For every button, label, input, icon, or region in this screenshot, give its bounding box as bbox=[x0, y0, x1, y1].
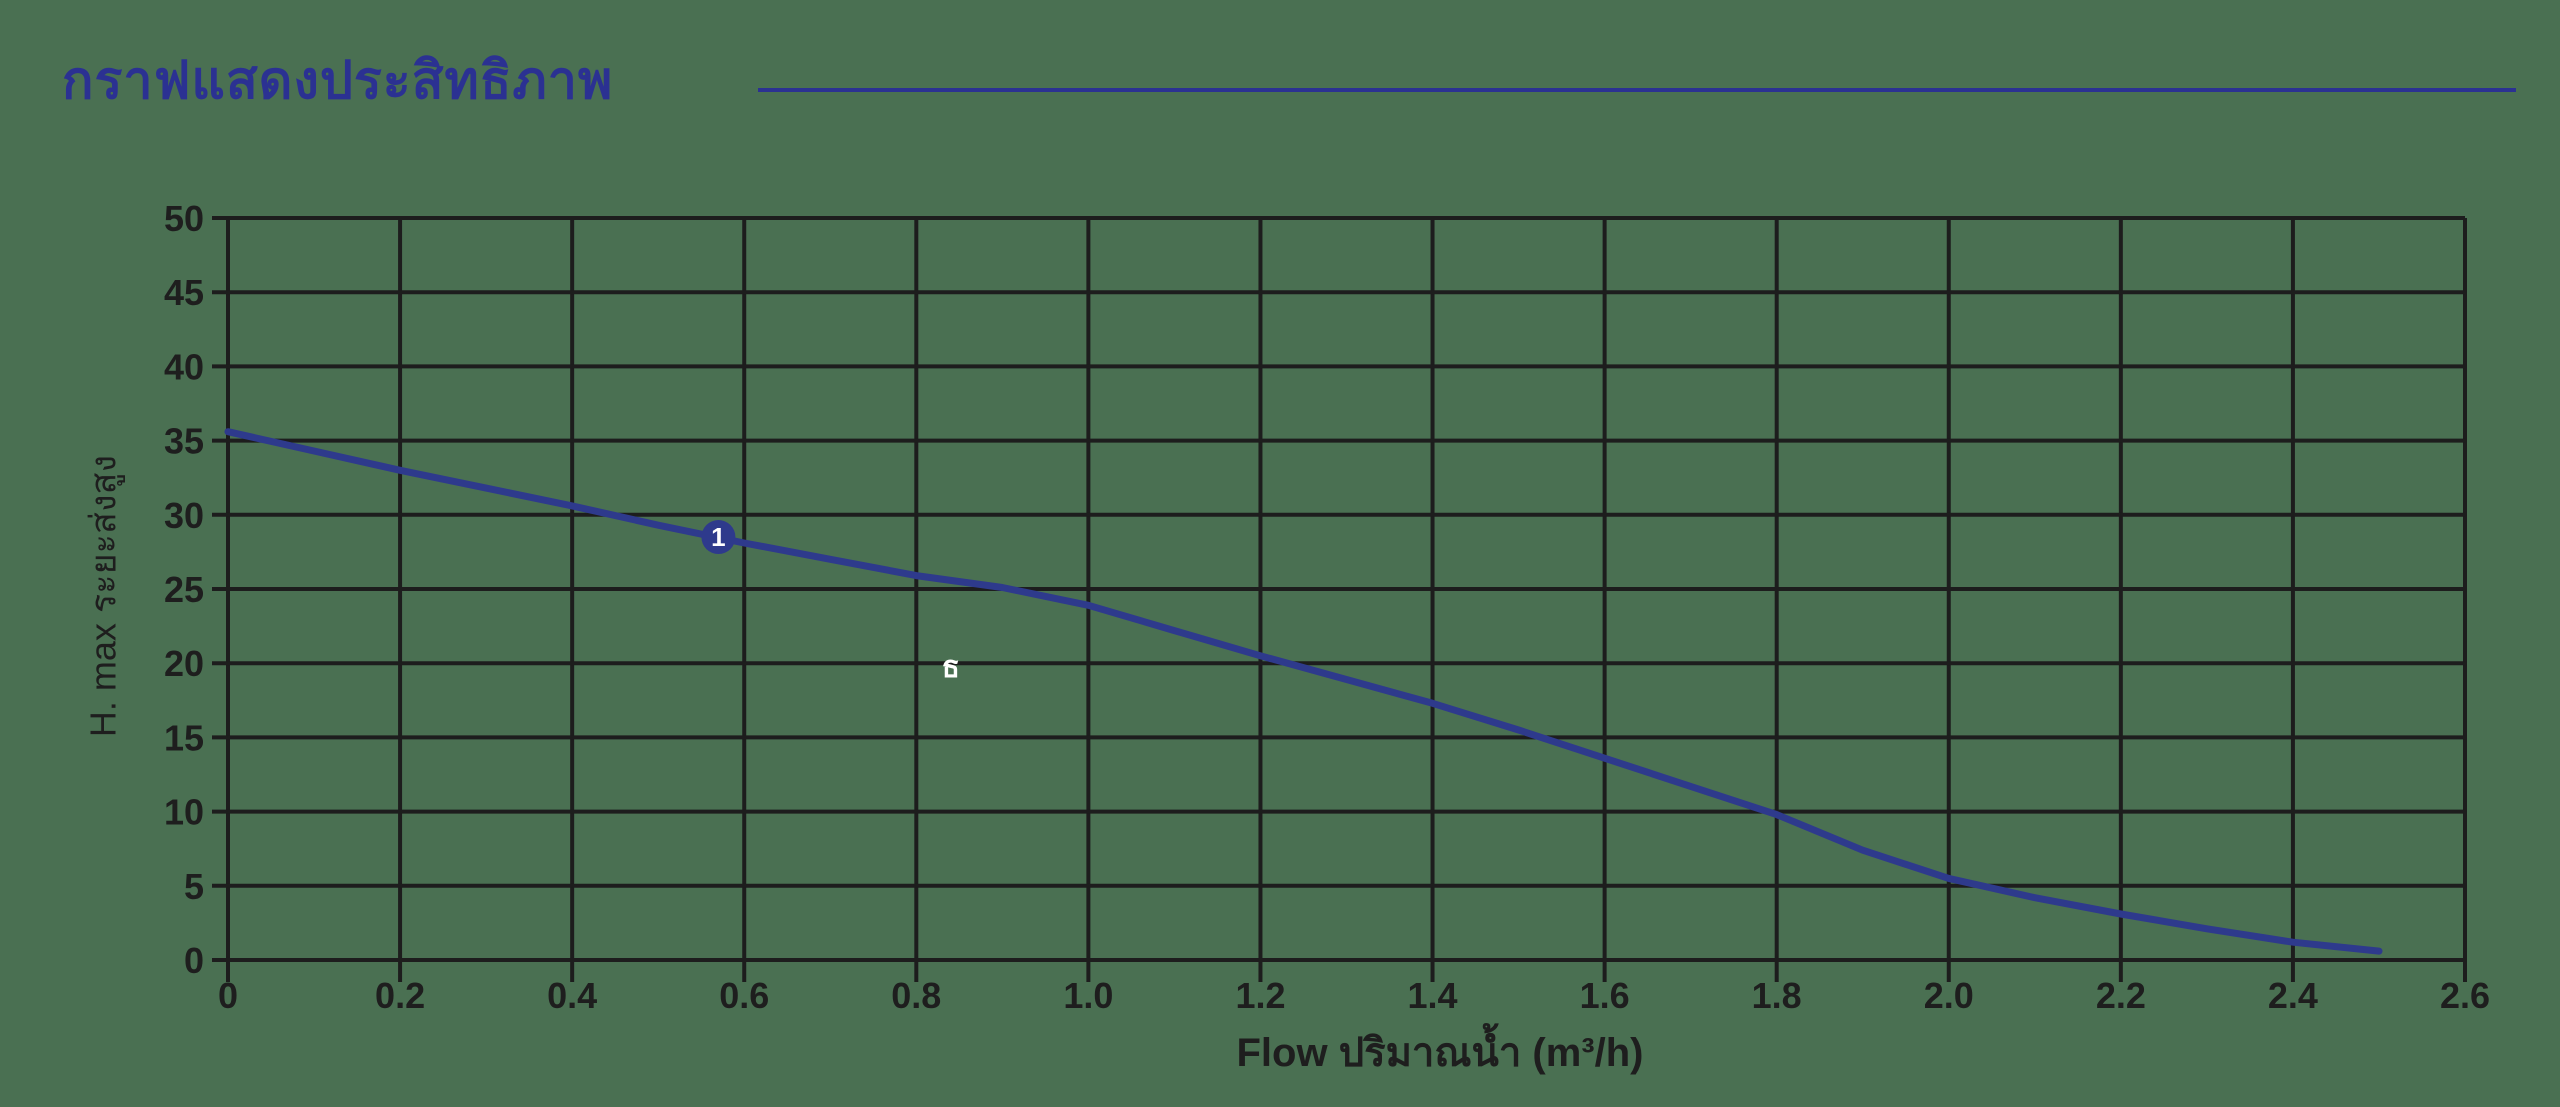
white-annotation-glyph: ธ bbox=[942, 651, 960, 684]
y-tick-label: 30 bbox=[164, 495, 204, 536]
y-tick-label: 40 bbox=[164, 346, 204, 387]
y-axis-title: H. max ระยะส่งสูง bbox=[82, 454, 124, 738]
y-tick-label: 45 bbox=[164, 272, 204, 313]
y-tick-label: 15 bbox=[164, 717, 204, 758]
x-tick-label: 1.4 bbox=[1408, 975, 1458, 1016]
curve-point-marker-label: 1 bbox=[711, 522, 725, 552]
curve-point-marker bbox=[701, 520, 736, 555]
y-tick-label: 25 bbox=[164, 569, 204, 610]
y-tick-label: 50 bbox=[164, 198, 204, 239]
x-tick-label: 2.2 bbox=[2096, 975, 2146, 1016]
x-tick-label: 2.0 bbox=[1924, 975, 1974, 1016]
x-tick-label: 0.8 bbox=[891, 975, 941, 1016]
x-tick-label: 1.2 bbox=[1235, 975, 1285, 1016]
y-tick-label: 10 bbox=[164, 792, 204, 833]
title-underline-rule bbox=[758, 88, 2516, 92]
x-tick-label: 0 bbox=[218, 975, 238, 1016]
x-axis-title: Flow ปริมาณน้ำ (m³/h) bbox=[1236, 1031, 1644, 1075]
pump-head-curve bbox=[224, 428, 2383, 955]
x-tick-label: 1.0 bbox=[1063, 975, 1113, 1016]
x-tick-label: 0.6 bbox=[719, 975, 769, 1016]
x-tick-label: 0.2 bbox=[375, 975, 425, 1016]
y-tick-label: 5 bbox=[184, 866, 204, 907]
x-tick-label: 0.4 bbox=[547, 975, 597, 1016]
x-tick-label: 2.4 bbox=[2268, 975, 2318, 1016]
y-tick-label: 0 bbox=[184, 940, 204, 981]
y-tick-label: 20 bbox=[164, 643, 204, 684]
y-tick-label: 35 bbox=[164, 421, 204, 462]
x-tick-label: 1.6 bbox=[1580, 975, 1630, 1016]
page-title: กราฟแสดงประสิทธิภาพ bbox=[62, 52, 614, 110]
x-tick-label: 2.6 bbox=[2440, 975, 2490, 1016]
x-tick-label: 1.8 bbox=[1752, 975, 1802, 1016]
